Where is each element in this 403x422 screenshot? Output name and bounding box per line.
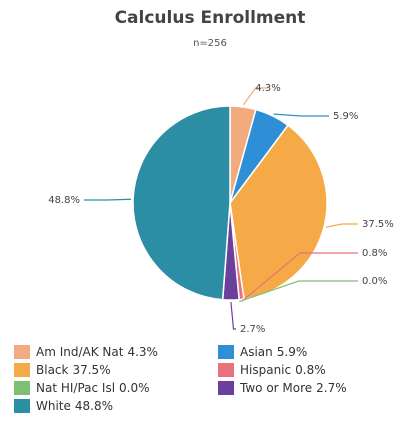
legend-value: 2.7%: [316, 381, 347, 395]
pie-slice: [132, 105, 231, 301]
legend-swatch: [218, 345, 234, 359]
data-label: 0.8%: [362, 248, 387, 259]
legend-swatch: [14, 363, 30, 377]
legend-swatch: [218, 363, 234, 377]
legend-swatch: [218, 381, 234, 395]
legend-label: Two or More 2.7%: [239, 381, 347, 395]
legend-label: White 48.8%: [36, 399, 113, 413]
legend-label: Hispanic 0.8%: [240, 363, 326, 377]
data-label: 0.0%: [362, 276, 387, 287]
legend-label: Nat HI/Pac Isl 0.0%: [36, 381, 150, 395]
leader-line: [325, 223, 358, 228]
leader-line: [273, 113, 329, 117]
legend-name: Two or More: [239, 381, 312, 395]
leader-line: [239, 280, 358, 303]
leader-line: [230, 301, 236, 330]
legend-label: Black 37.5%: [36, 363, 111, 377]
data-label: 2.7%: [240, 324, 265, 335]
data-label: 5.9%: [333, 111, 358, 122]
legend-name: Nat HI/Pac Isl: [36, 381, 115, 395]
legend-value: 0.8%: [295, 363, 326, 377]
data-label: 48.8%: [48, 195, 80, 206]
legend-swatch: [14, 399, 30, 413]
legend-name: White: [36, 399, 71, 413]
legend-value: 37.5%: [72, 363, 110, 377]
legend-value: 4.3%: [127, 345, 158, 359]
legend-value: 48.8%: [75, 399, 113, 413]
data-label: 37.5%: [362, 219, 394, 230]
chart-subtitle: n=256: [193, 38, 227, 49]
legend-value: 0.0%: [119, 381, 150, 395]
leader-line: [242, 87, 268, 106]
legend-name: Black: [36, 363, 69, 377]
chart-title: Calculus Enrollment: [115, 8, 306, 28]
legend-name: Am Ind/AK Nat: [36, 345, 124, 359]
legend-name: Hispanic: [240, 363, 291, 377]
legend-swatch: [14, 345, 30, 359]
legend-label: Am Ind/AK Nat 4.3%: [36, 345, 158, 359]
legend-label: Asian 5.9%: [240, 345, 307, 359]
data-label: 4.3%: [255, 83, 280, 94]
leader-line: [241, 252, 358, 302]
legend-value: 5.9%: [277, 345, 308, 359]
leader-line: [84, 198, 132, 201]
legend-name: Asian: [240, 345, 273, 359]
legend-swatch: [14, 381, 30, 395]
